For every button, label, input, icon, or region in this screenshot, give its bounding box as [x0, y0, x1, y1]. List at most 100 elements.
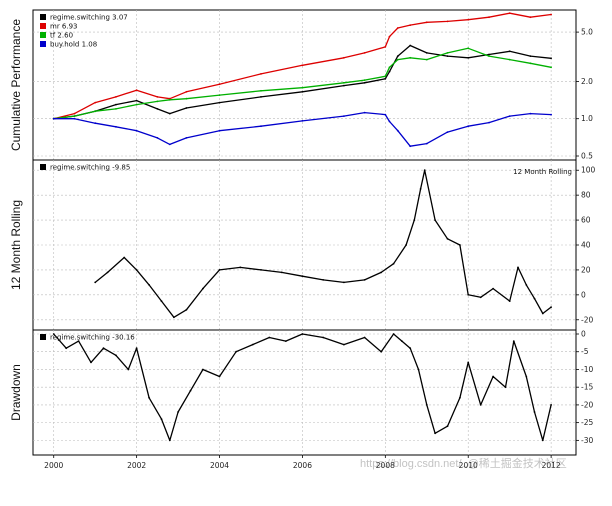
data-point — [388, 70, 391, 73]
data-point — [425, 52, 428, 54]
data-point — [260, 73, 262, 75]
data-point — [301, 120, 304, 122]
data-point — [529, 55, 532, 57]
data-point — [405, 244, 407, 246]
y-tick-label: 1.0 — [581, 114, 593, 123]
data-point — [488, 121, 490, 124]
data-point — [301, 64, 304, 67]
data-point — [160, 418, 163, 420]
data-point — [533, 297, 536, 300]
data-point — [135, 89, 138, 92]
data-point — [459, 396, 461, 399]
data-point — [446, 55, 449, 57]
y-axis-label: Cumulative Performance — [9, 19, 23, 151]
data-point — [135, 129, 138, 132]
x-tick-label: 2012 — [542, 461, 561, 470]
data-point — [388, 66, 391, 69]
data-point — [550, 113, 552, 116]
data-point — [73, 117, 76, 120]
data-point — [185, 137, 188, 139]
data-point — [492, 375, 494, 378]
plot-frame — [32, 329, 577, 456]
data-point — [301, 90, 304, 93]
data-point — [115, 103, 117, 106]
series-line-tf — [53, 47, 552, 120]
data-point — [202, 368, 204, 371]
data-point — [218, 94, 221, 96]
data-point — [102, 347, 105, 350]
y-tick-label: -10 — [581, 365, 593, 374]
data-point — [423, 169, 426, 172]
y-tick-label: -20 — [581, 400, 593, 409]
data-point — [363, 279, 366, 281]
data-point — [115, 125, 117, 128]
x-tick-label: 2008 — [376, 461, 395, 470]
series-line-mr — [53, 12, 552, 120]
data-point — [202, 287, 204, 290]
data-point — [388, 120, 391, 123]
data-point — [90, 361, 92, 364]
data-point — [425, 21, 428, 24]
data-point — [322, 279, 325, 281]
legend-entry: regime.switching -9.85 — [50, 164, 130, 172]
data-point — [94, 101, 97, 104]
data-point — [115, 354, 117, 357]
panel-drawdown: 0 -5 -10 -15 -20 -25 -30 Drawdown regime.switchi… — [9, 329, 593, 456]
data-point — [467, 361, 470, 364]
data-point — [239, 266, 242, 269]
data-point — [301, 86, 304, 89]
legend-entry: tf 2.60 — [50, 32, 73, 40]
y-tick-label: -20 — [581, 315, 593, 324]
y-axis-label: Drawdown — [9, 364, 23, 421]
data-point — [260, 125, 262, 128]
data-point — [123, 256, 126, 259]
series-line-regime-switching — [53, 44, 552, 120]
panel-cumulative-performance: 0.5 1.0 2.0 5.0 Cumulative Performance regime… — [9, 9, 593, 161]
data-point — [384, 113, 387, 116]
data-point — [115, 96, 117, 98]
data-point — [525, 375, 528, 378]
y-axis-label: 12 Month Rolling — [9, 200, 23, 290]
data-point — [156, 96, 159, 98]
data-point — [434, 432, 436, 435]
data-point — [479, 296, 482, 299]
data-point — [541, 312, 544, 315]
data-point — [434, 219, 436, 222]
data-point — [301, 333, 304, 335]
data-point — [380, 350, 383, 353]
data-point — [392, 262, 395, 265]
data-point — [550, 57, 552, 60]
data-point — [401, 340, 403, 342]
legend-entry: regime.switching -30.16 — [50, 334, 135, 342]
data-point — [268, 336, 271, 339]
data-point — [409, 145, 412, 148]
data-point — [52, 333, 55, 335]
data-point — [417, 368, 420, 371]
data-point — [467, 125, 470, 128]
data-point — [529, 62, 532, 65]
data-point — [529, 112, 532, 115]
data-point — [517, 266, 519, 269]
data-point — [168, 143, 171, 146]
data-point — [343, 281, 345, 284]
data-point — [77, 340, 80, 342]
legend-swatch — [40, 23, 46, 29]
data-point — [529, 16, 532, 19]
watermark-text: https://blog.csdn.net/..@稀土掘金技术社区 — [360, 458, 567, 470]
data-point — [409, 56, 412, 59]
data-point — [160, 300, 163, 302]
y-tick-label: 100 — [581, 166, 596, 175]
data-point — [446, 425, 449, 428]
data-point — [168, 439, 171, 442]
data-point — [168, 112, 171, 115]
y-tick-label: 40 — [581, 241, 591, 250]
data-point — [446, 20, 449, 23]
y-tick-label: 80 — [581, 191, 591, 200]
data-point — [284, 340, 287, 342]
data-point — [363, 81, 366, 84]
y-tick-label: 60 — [581, 216, 591, 225]
data-point — [156, 137, 159, 139]
data-point — [409, 347, 412, 350]
data-point — [541, 439, 544, 442]
